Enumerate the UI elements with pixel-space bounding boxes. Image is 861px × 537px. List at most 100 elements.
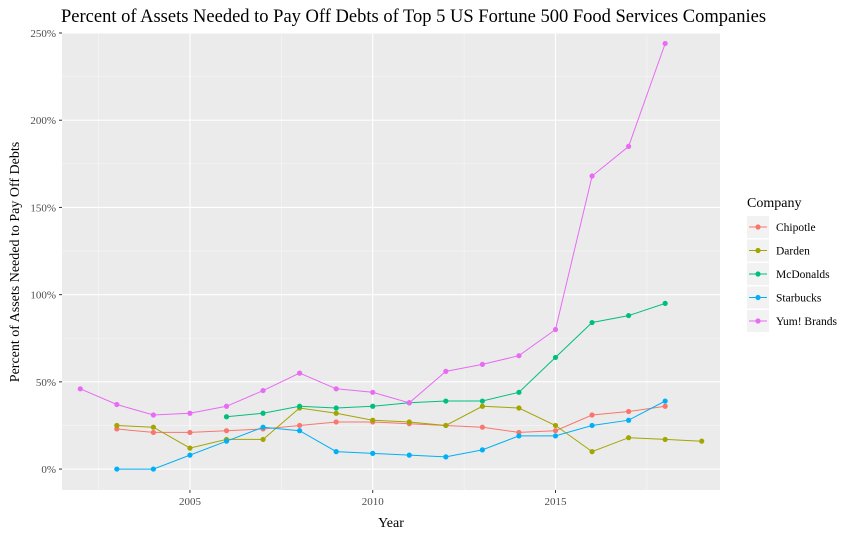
legend-key-point bbox=[755, 318, 761, 324]
legend-title: Company bbox=[747, 196, 801, 211]
tick-layer: 0% 50% 100% 150% 200% 250% 2005 2010 2015 bbox=[30, 28, 567, 508]
data-point-darden bbox=[114, 422, 120, 429]
data-point-mcdonalds bbox=[260, 410, 266, 416]
data-point-starbucks bbox=[589, 422, 595, 429]
series-line-chipotle bbox=[116, 405, 666, 433]
legend-item-yum-brands: Yum! Brands bbox=[747, 310, 838, 332]
data-point-starbucks bbox=[443, 454, 449, 460]
chart-title: Percent of Assets Needed to Pay Off Debt… bbox=[61, 7, 766, 27]
data-point-starbucks bbox=[370, 450, 376, 456]
legend-item-mcdonalds: McDonalds bbox=[747, 263, 830, 285]
data-point-darden bbox=[626, 435, 632, 441]
y-tick-label: 250% bbox=[30, 28, 56, 40]
legend-label: McDonalds bbox=[776, 269, 830, 281]
y-tick-label: 0% bbox=[41, 464, 56, 476]
data-point-darden bbox=[479, 403, 485, 409]
data-point-starbucks bbox=[223, 438, 230, 444]
data-point-starbucks bbox=[114, 466, 120, 472]
data-point-yum-brands bbox=[77, 386, 83, 392]
data-point-darden bbox=[333, 410, 339, 416]
data-point-starbucks bbox=[626, 417, 632, 423]
data-point-yum-brands bbox=[626, 143, 632, 149]
legend-label: Starbucks bbox=[776, 293, 822, 305]
data-point-darden bbox=[589, 449, 595, 455]
data-point-starbucks bbox=[260, 424, 266, 430]
data-point-darden bbox=[662, 436, 668, 443]
series-darden bbox=[114, 403, 705, 455]
data-point-chipotle bbox=[662, 403, 668, 409]
y-axis-label: Percent of Assets Needed to Pay Off Debt… bbox=[8, 142, 23, 382]
legend-item-starbucks: Starbucks bbox=[747, 286, 822, 309]
data-point-chipotle bbox=[626, 408, 632, 415]
data-point-chipotle bbox=[187, 429, 193, 436]
data-point-yum-brands bbox=[552, 326, 559, 333]
series-layer bbox=[77, 40, 705, 472]
data-point-yum-brands bbox=[150, 412, 156, 418]
data-point-starbucks bbox=[406, 452, 412, 458]
x-tick-label: 2010 bbox=[362, 496, 385, 508]
legend-label: Yum! Brands bbox=[776, 316, 838, 328]
data-point-yum-brands bbox=[260, 387, 266, 394]
data-point-yum-brands bbox=[443, 368, 449, 374]
data-point-yum-brands bbox=[333, 386, 339, 392]
legend-item-darden: Darden bbox=[747, 239, 810, 262]
data-point-mcdonalds bbox=[297, 403, 303, 409]
legend-label: Darden bbox=[776, 246, 810, 258]
legend-label: Chipotle bbox=[776, 222, 816, 234]
legend-key-point bbox=[755, 271, 761, 277]
data-point-starbucks bbox=[516, 433, 522, 439]
data-point-starbucks bbox=[479, 447, 485, 453]
series-line-starbucks bbox=[116, 400, 666, 470]
data-point-darden bbox=[406, 419, 412, 425]
data-point-mcdonalds bbox=[516, 389, 522, 395]
data-point-darden bbox=[552, 422, 559, 429]
data-point-starbucks bbox=[297, 428, 303, 434]
data-point-starbucks bbox=[333, 449, 339, 455]
y-tick-label: 50% bbox=[36, 377, 56, 389]
data-point-mcdonalds bbox=[662, 300, 668, 306]
data-point-darden bbox=[260, 436, 266, 443]
legend-key-point bbox=[755, 294, 761, 301]
data-point-yum-brands bbox=[479, 361, 485, 368]
data-point-darden bbox=[516, 405, 522, 411]
data-point-mcdonalds bbox=[589, 319, 595, 326]
data-point-mcdonalds bbox=[479, 398, 485, 404]
data-point-darden bbox=[150, 424, 156, 430]
grid-lines bbox=[62, 32, 720, 490]
data-point-mcdonalds bbox=[223, 414, 230, 420]
data-point-yum-brands bbox=[516, 353, 522, 359]
data-point-chipotle bbox=[333, 419, 339, 425]
data-point-darden bbox=[443, 422, 449, 429]
data-point-chipotle bbox=[552, 428, 559, 434]
data-point-yum-brands bbox=[589, 173, 595, 179]
data-point-starbucks bbox=[552, 433, 559, 439]
y-tick-label: 200% bbox=[30, 115, 56, 127]
series-yum-brands bbox=[77, 40, 668, 418]
x-tick-label: 2005 bbox=[179, 496, 202, 508]
x-tick-label: 2015 bbox=[545, 496, 568, 508]
data-point-yum-brands bbox=[370, 389, 376, 395]
data-point-yum-brands bbox=[662, 40, 668, 47]
data-point-darden bbox=[187, 445, 193, 451]
data-point-darden bbox=[699, 438, 705, 444]
data-point-chipotle bbox=[479, 424, 485, 430]
data-point-starbucks bbox=[150, 466, 156, 472]
data-point-starbucks bbox=[187, 452, 193, 458]
series-starbucks bbox=[114, 398, 668, 472]
legend-key-point bbox=[755, 247, 761, 254]
legend-key-point bbox=[755, 224, 761, 230]
data-point-darden bbox=[370, 417, 376, 423]
y-tick-label: 150% bbox=[30, 202, 56, 214]
data-point-chipotle bbox=[223, 428, 230, 434]
legend-item-chipotle: Chipotle bbox=[747, 216, 816, 238]
y-tick-label: 100% bbox=[30, 290, 56, 302]
legend: Company Chipotle Darden McDonalds Starbucks… bbox=[747, 196, 838, 332]
data-point-mcdonalds bbox=[443, 398, 449, 404]
data-point-yum-brands bbox=[406, 400, 412, 406]
data-point-chipotle bbox=[150, 429, 156, 436]
data-point-starbucks bbox=[662, 398, 668, 404]
x-axis-label: Year bbox=[378, 516, 404, 531]
data-point-yum-brands bbox=[223, 403, 230, 409]
data-point-yum-brands bbox=[297, 370, 303, 376]
